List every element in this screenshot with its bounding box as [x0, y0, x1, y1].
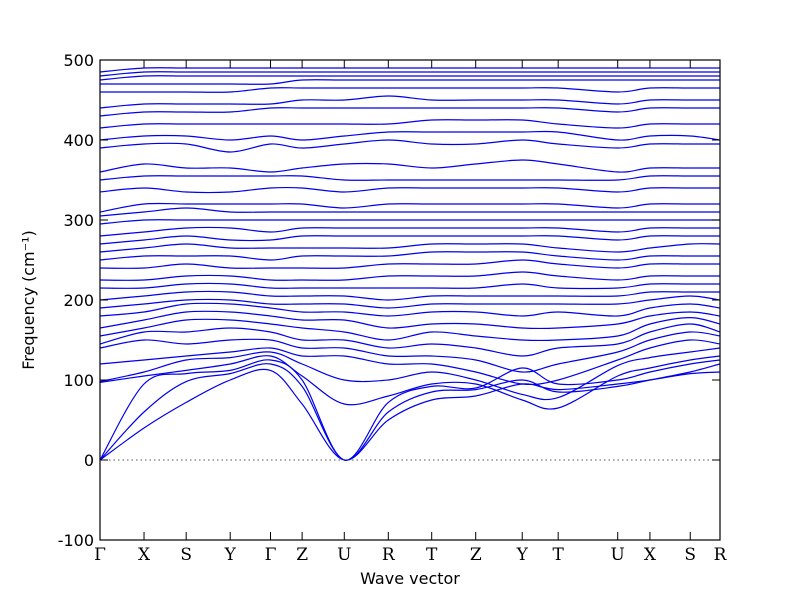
band-line-20 — [99, 226, 720, 237]
y-tick-label: -100 — [58, 531, 94, 550]
x-tick-label: R — [714, 545, 728, 565]
x-tick-label: Y — [224, 545, 237, 565]
x-tick-label: Γ — [94, 545, 106, 565]
band-line-4 — [99, 355, 721, 410]
band-line-12 — [99, 295, 721, 309]
x-tick-label: Γ — [265, 545, 277, 565]
band-line-3 — [99, 359, 721, 461]
y-axis-label: Frequency (cm⁻¹) — [19, 230, 38, 369]
x-tick-label: U — [611, 545, 625, 565]
x-tick-label: Z — [296, 545, 308, 565]
band-line-1 — [99, 368, 721, 461]
y-tick-label: 0 — [84, 451, 94, 470]
band-line-19 — [99, 235, 720, 245]
band-line-25 — [99, 175, 720, 181]
x-tick-label: Z — [470, 545, 482, 565]
x-tick-label: T — [426, 545, 438, 565]
band-line-24 — [99, 186, 720, 194]
y-tick-label: 200 — [63, 291, 94, 310]
band-line-9 — [99, 316, 721, 342]
band-line-35 — [99, 71, 720, 77]
band-line-8 — [99, 323, 721, 357]
x-tick-label: T — [553, 545, 565, 565]
x-axis-label: Wave vector — [360, 569, 460, 588]
y-axis-ticks: -100 0 100 200 300 400 500 — [58, 51, 720, 550]
band-line-16 — [99, 259, 720, 269]
x-tick-label: X — [644, 545, 657, 565]
x-tick-label: S — [180, 545, 192, 565]
band-line-6 — [99, 339, 721, 386]
x-tick-label: Y — [516, 545, 529, 565]
x-tick-label: U — [337, 545, 351, 565]
band-line-15 — [99, 271, 720, 281]
band-line-22 — [99, 207, 720, 217]
band-line-28 — [99, 130, 721, 141]
band-line-30 — [99, 107, 720, 117]
band-line-5 — [99, 347, 721, 401]
band-line-2 — [99, 363, 721, 461]
band-line-34 — [99, 75, 720, 81]
x-tick-label: X — [138, 545, 151, 565]
band-line-36 — [99, 67, 720, 73]
band-line-14 — [99, 282, 720, 290]
band-line-23 — [99, 202, 720, 213]
x-tick-label: R — [382, 545, 396, 565]
phonon-bands — [99, 67, 721, 461]
band-line-10 — [99, 310, 721, 330]
y-tick-label: 400 — [63, 131, 94, 150]
y-tick-label: 300 — [63, 211, 94, 230]
band-line-32 — [100, 87, 720, 93]
band-line-11 — [99, 302, 721, 317]
band-line-29 — [99, 119, 720, 129]
band-line-17 — [99, 251, 720, 261]
band-line-7 — [99, 331, 721, 373]
band-line-33 — [100, 79, 720, 85]
band-line-27 — [99, 139, 720, 153]
band-line-21 — [99, 219, 720, 225]
band-line-26 — [99, 159, 720, 173]
y-tick-label: 500 — [63, 51, 94, 70]
band-line-18 — [99, 243, 721, 253]
band-line-31 — [99, 95, 720, 109]
y-tick-label: 100 — [63, 371, 94, 390]
band-line-13 — [99, 290, 720, 301]
x-tick-label: S — [684, 545, 696, 565]
